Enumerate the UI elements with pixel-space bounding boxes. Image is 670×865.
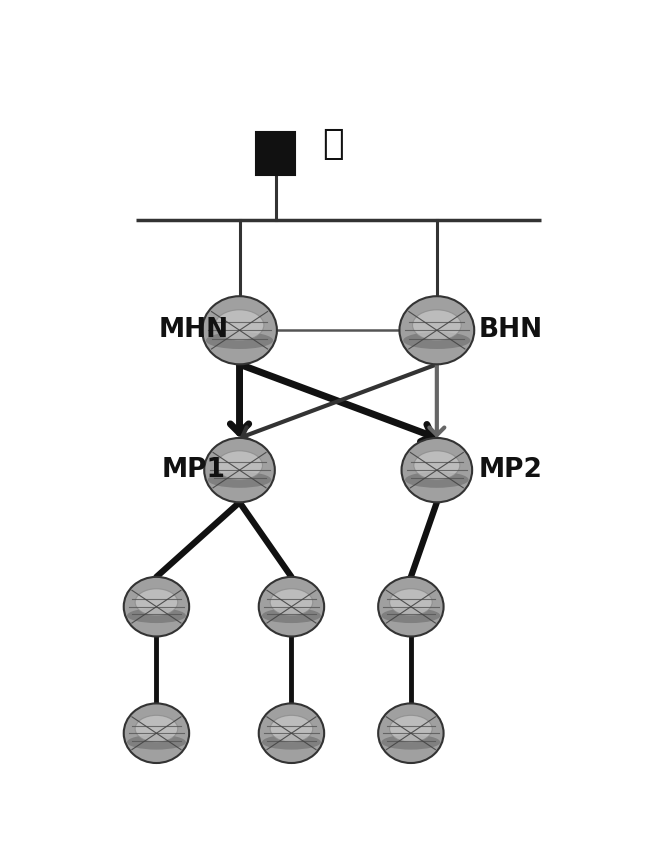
Ellipse shape (270, 715, 313, 742)
Ellipse shape (403, 332, 470, 349)
Ellipse shape (381, 608, 440, 623)
Ellipse shape (216, 451, 263, 480)
Ellipse shape (259, 577, 324, 637)
Ellipse shape (378, 703, 444, 763)
Ellipse shape (262, 608, 321, 623)
Ellipse shape (378, 577, 444, 637)
Ellipse shape (381, 734, 440, 750)
Text: MP2: MP2 (478, 457, 542, 484)
Ellipse shape (202, 296, 277, 364)
Ellipse shape (270, 589, 313, 616)
Ellipse shape (390, 589, 432, 616)
Ellipse shape (127, 608, 186, 623)
Ellipse shape (405, 471, 468, 488)
Text: 源: 源 (323, 127, 344, 161)
Ellipse shape (215, 310, 264, 341)
Ellipse shape (414, 451, 460, 480)
Bar (257, 132, 295, 176)
Ellipse shape (259, 703, 324, 763)
Ellipse shape (262, 734, 321, 750)
Ellipse shape (124, 703, 189, 763)
Ellipse shape (208, 471, 271, 488)
Ellipse shape (204, 438, 275, 503)
Ellipse shape (399, 296, 474, 364)
Ellipse shape (401, 438, 472, 503)
Ellipse shape (413, 310, 461, 341)
Text: MP1: MP1 (161, 457, 226, 484)
Ellipse shape (390, 715, 432, 742)
Text: MHN: MHN (159, 317, 229, 343)
Text: BHN: BHN (478, 317, 543, 343)
Ellipse shape (127, 734, 186, 750)
Ellipse shape (124, 577, 189, 637)
Ellipse shape (135, 715, 178, 742)
Ellipse shape (206, 332, 273, 349)
Ellipse shape (135, 589, 178, 616)
